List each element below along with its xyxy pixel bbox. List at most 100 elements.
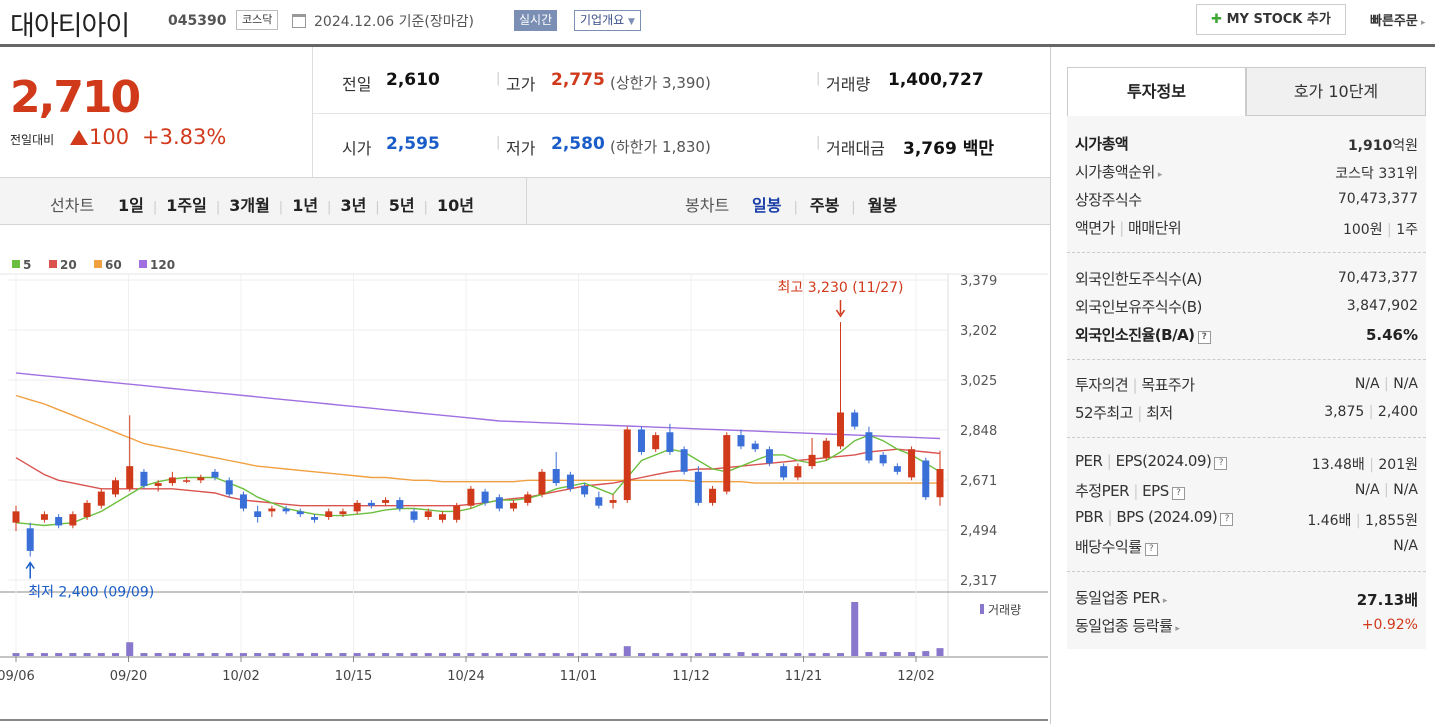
line-period-5[interactable]: 5년 <box>388 196 415 215</box>
trade-unit-text: 매매단위 <box>1128 219 1182 237</box>
calendar-icon <box>292 14 306 28</box>
tab-order-book[interactable]: 호가 10단계 <box>1246 67 1426 116</box>
separator: | <box>278 200 284 215</box>
week52-label: 52주최고 | 최저 <box>1075 402 1173 423</box>
candle-body <box>97 491 105 506</box>
candle-period-2[interactable]: 월봉 <box>867 196 898 215</box>
market-cap-rank-value: 코스닥 331위 <box>1335 166 1418 182</box>
add-my-stock-button[interactable]: ✚ MY STOCK 추가 <box>1196 4 1346 35</box>
week52-low-text: 최저 <box>1146 404 1173 422</box>
separator: | <box>1107 508 1113 526</box>
volume-bar <box>495 653 503 656</box>
volume-bar <box>12 653 20 656</box>
volume-bar <box>453 653 461 656</box>
volume-bar <box>55 653 63 656</box>
open-label: 시가 <box>342 139 372 158</box>
candle-body <box>936 468 944 498</box>
line-period-1[interactable]: 1주일 <box>166 196 207 215</box>
help-icon[interactable]: ? <box>1144 543 1158 556</box>
line-period-6[interactable]: 10년 <box>436 196 474 215</box>
est-per-value: N/A <box>1354 482 1380 498</box>
candle-body <box>595 497 603 506</box>
volume-label: 거래량 <box>988 603 1021 617</box>
volume-bar <box>140 653 148 656</box>
pbr-label: PBR | BPS (2024.09)? <box>1075 508 1234 526</box>
ma120-line <box>15 372 941 440</box>
candle-body <box>353 502 361 512</box>
candle-body <box>794 466 802 478</box>
market-cap-rank-label[interactable]: 시가총액순위 ▸ <box>1075 161 1162 182</box>
industry-rate-label[interactable]: 동일업종 등락률 ▸ <box>1075 615 1180 636</box>
separator: | <box>1384 482 1389 498</box>
volume-bar <box>623 646 631 656</box>
volume-bar <box>339 653 347 656</box>
plus-icon: ✚ <box>1211 12 1223 27</box>
foreign-hold-value: 3,847,902 <box>1346 298 1418 314</box>
volume-bar <box>69 653 77 656</box>
divider <box>1067 252 1426 253</box>
candle-body <box>154 483 162 486</box>
candle-body <box>879 454 887 464</box>
candle-body <box>12 511 20 523</box>
candle-body <box>211 471 219 478</box>
candle-body <box>808 454 816 467</box>
header-divider <box>0 44 1435 47</box>
candle-period-0[interactable]: 일봉 <box>752 196 782 215</box>
volume-bar <box>211 653 219 656</box>
candle-body <box>40 514 48 520</box>
high-value: 2,775 <box>551 70 605 90</box>
ma60-line <box>15 394 940 484</box>
bps-value: 1,855원 <box>1365 513 1418 529</box>
x-tick-label: 10/24 <box>447 669 484 684</box>
foreign-ratio-text: 외국인소진율(B/A) <box>1075 326 1195 344</box>
help-icon[interactable]: ? <box>1214 457 1228 470</box>
candle-period-tabs: 일봉 | 주봉 | 월봉 <box>752 192 897 216</box>
low-arrow-head <box>25 561 35 569</box>
candle-body <box>126 466 134 489</box>
help-icon[interactable]: ? <box>1197 331 1211 344</box>
week52-low: 2,400 <box>1377 404 1418 420</box>
y-tick-label: 3,202 <box>960 324 997 339</box>
corp-info-label: 기업개요 <box>580 13 625 27</box>
candle-period-1[interactable]: 주봉 <box>809 196 840 215</box>
realtime-button[interactable]: 실시간 <box>514 10 558 31</box>
corp-info-dropdown[interactable]: 기업개요 ▼ <box>574 10 641 31</box>
candle-body <box>325 511 333 518</box>
dividend-value: N/A <box>1393 538 1418 554</box>
line-period-3[interactable]: 1년 <box>292 196 319 215</box>
candle-body <box>922 460 930 498</box>
foreign-limit-value: 70,473,377 <box>1337 270 1418 286</box>
volume-bar <box>40 653 48 656</box>
industry-per-label[interactable]: 동일업종 PER ▸ <box>1075 587 1167 608</box>
separator: | <box>1132 376 1138 394</box>
line-period-4[interactable]: 3년 <box>340 196 367 215</box>
line-period-2[interactable]: 3개월 <box>229 196 270 215</box>
separator: | <box>1355 513 1361 529</box>
candle-body <box>55 517 63 526</box>
candle-body <box>637 429 645 453</box>
quick-order-button[interactable]: 빠른주문 ▸ <box>1370 10 1426 29</box>
volume-bar <box>225 653 233 656</box>
volume-bar <box>168 653 176 656</box>
volume-bar <box>467 653 475 656</box>
opinion-text: 투자의견 <box>1075 376 1129 394</box>
volume-bar <box>254 653 262 656</box>
volume-legend-swatch <box>980 604 984 614</box>
candle-body <box>282 508 290 512</box>
divider <box>1067 571 1426 572</box>
volume-bar <box>97 653 105 656</box>
low-value: 2,580 <box>551 134 605 154</box>
line-period-0[interactable]: 1일 <box>118 196 144 215</box>
candle-body <box>851 412 859 427</box>
separator: | <box>423 200 428 215</box>
help-icon[interactable]: ? <box>1171 487 1185 500</box>
lower-limit: (하한가 1,830) <box>610 138 711 156</box>
period-toolbar: 선차트 1일 | 1주일 | 3개월 | 1년 | 3년 | 5년 | 10년 봉차트 일봉 | 주봉 | 월봉 <box>0 177 1050 225</box>
industry-per-value: 27.13배 <box>1356 591 1418 609</box>
volume-bar <box>822 653 830 656</box>
price-chart[interactable]: 5 20 60 120 3,379 3,202 3,025 2,848 2,671 2,494 2,… <box>0 226 1050 724</box>
tab-invest-info[interactable]: 투자정보 <box>1067 67 1246 116</box>
help-icon[interactable]: ? <box>1220 513 1234 526</box>
candle-body <box>538 471 546 495</box>
volume-bar <box>197 653 205 656</box>
